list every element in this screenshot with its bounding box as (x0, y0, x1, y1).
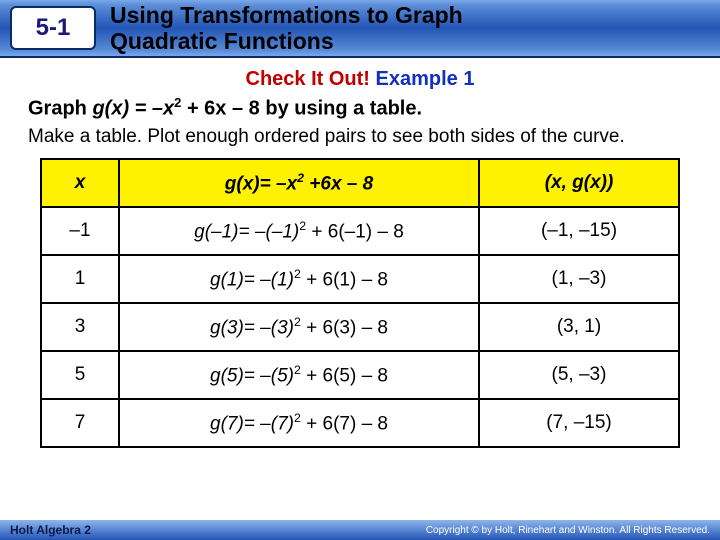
problem-statement: Graph g(x) = –x2 + 6x – 8 by using a tab… (28, 95, 692, 121)
footer-right: Copyright © by Holt, Rinehart and Winsto… (426, 525, 710, 536)
cell-pair: (–1, –15) (479, 207, 679, 255)
cell-expression: g(3)= –(3)2 + 6(3) – 8 (119, 303, 479, 351)
cell-pair: (1, –3) (479, 255, 679, 303)
check-it-out-heading: Check It Out! Example 1 (28, 68, 692, 91)
table-row: 7g(7)= –(7)2 + 6(7) – 8(7, –15) (41, 399, 679, 447)
lesson-number-badge: 5-1 (10, 6, 96, 50)
cell-x: –1 (41, 207, 119, 255)
col2-exp: 2 (297, 171, 304, 185)
cell-x: 3 (41, 303, 119, 351)
cell-pair: (3, 1) (479, 303, 679, 351)
cell-x: 7 (41, 399, 119, 447)
cell-pair: (5, –3) (479, 351, 679, 399)
footer-bar: Holt Algebra 2 Copyright © by Holt, Rine… (0, 520, 720, 540)
table-row: 5g(5)= –(5)2 + 6(5) – 8(5, –3) (41, 351, 679, 399)
header-bar: 5-1 Using Transformations to Graph Quadr… (0, 0, 720, 58)
table-row: –1g(–1)= –(–1)2 + 6(–1) – 8(–1, –15) (41, 207, 679, 255)
problem-rest: + 6x – 8 by using a table. (181, 98, 422, 120)
cell-expression: g(1)= –(1)2 + 6(1) – 8 (119, 255, 479, 303)
checkit-label: Check It Out! (246, 68, 370, 90)
title-line1: Using Transformations to Graph (110, 2, 463, 28)
instruction-text: Make a table. Plot enough ordered pairs … (28, 125, 692, 149)
cell-pair: (7, –15) (479, 399, 679, 447)
table-header-row: x g(x)= –x2 +6x – 8 (x, g(x)) (41, 159, 679, 207)
lesson-title: Using Transformations to Graph Quadratic… (110, 2, 463, 55)
footer-left: Holt Algebra 2 (10, 523, 91, 537)
checkit-example: Example 1 (376, 68, 475, 90)
col2-pre: g(x)= –x (225, 174, 297, 195)
title-line2: Quadratic Functions (110, 28, 334, 54)
cell-expression: g(5)= –(5)2 + 6(5) – 8 (119, 351, 479, 399)
table-row: 1g(1)= –(1)2 + 6(1) – 8(1, –3) (41, 255, 679, 303)
content-area: Check It Out! Example 1 Graph g(x) = –x2… (0, 58, 720, 448)
cell-expression: g(–1)= –(–1)2 + 6(–1) – 8 (119, 207, 479, 255)
col2-post: +6x – 8 (304, 174, 373, 195)
problem-prefix: Graph (28, 98, 92, 120)
cell-expression: g(7)= –(7)2 + 6(7) – 8 (119, 399, 479, 447)
col-header-x: x (41, 159, 119, 207)
table-row: 3g(3)= –(3)2 + 6(3) – 8(3, 1) (41, 303, 679, 351)
col-header-pair: (x, g(x)) (479, 159, 679, 207)
col-header-gx: g(x)= –x2 +6x – 8 (119, 159, 479, 207)
cell-x: 5 (41, 351, 119, 399)
problem-func: g(x) = –x (92, 98, 174, 120)
values-table: x g(x)= –x2 +6x – 8 (x, g(x)) –1g(–1)= –… (40, 158, 680, 448)
cell-x: 1 (41, 255, 119, 303)
